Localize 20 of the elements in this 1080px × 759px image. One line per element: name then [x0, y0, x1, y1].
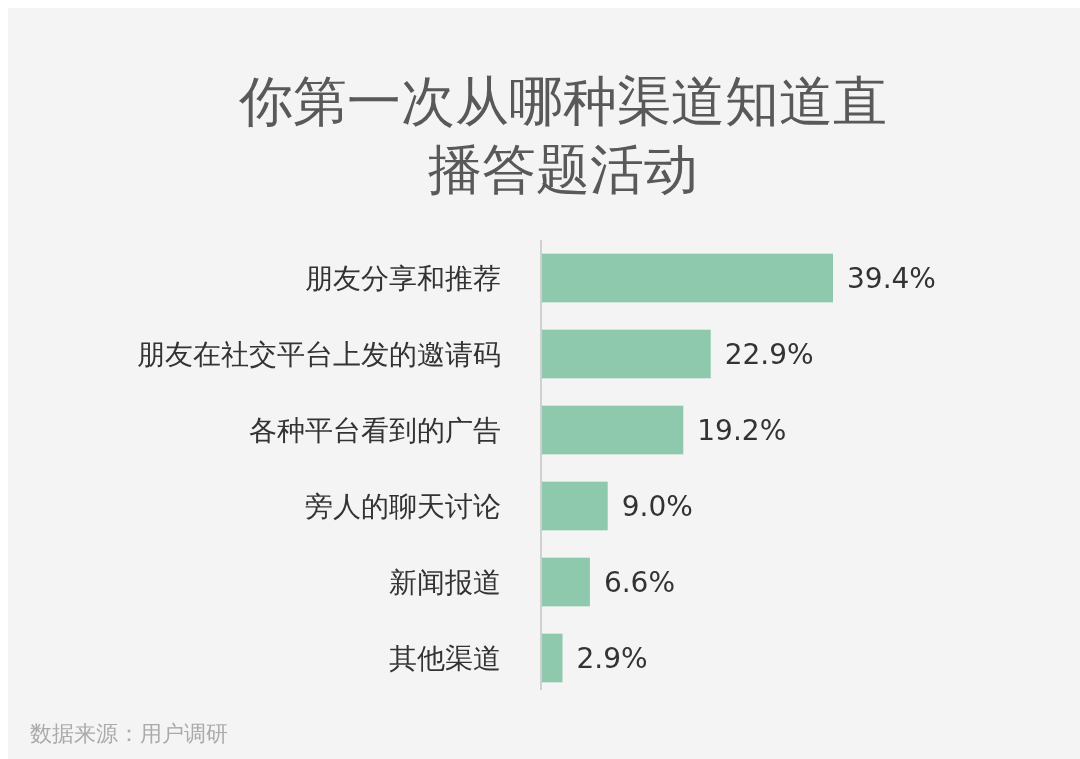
data-label: 2.9%: [576, 642, 648, 676]
data-label: 9.0%: [621, 490, 693, 524]
bar: [541, 329, 711, 379]
data-label: 19.2%: [697, 414, 787, 448]
y-tick-label: 旁人的聊天讨论: [305, 490, 501, 524]
bar: [541, 481, 608, 531]
data-label: 6.6%: [603, 566, 676, 600]
chart-title: 你第一次从哪种渠道知道直播答题活动: [238, 70, 887, 201]
data-label: 39.4%: [847, 262, 936, 296]
data-label: 22.9%: [724, 338, 814, 372]
y-tick-label: 朋友在社交平台上发的邀请码: [137, 338, 501, 372]
bar: [541, 253, 833, 303]
source-note: 数据来源：用户调研: [30, 721, 228, 746]
bar: [541, 405, 684, 455]
y-tick-label: 新闻报道: [389, 566, 501, 600]
bar: [541, 557, 590, 607]
y-tick-label: 朋友分享和推荐: [305, 262, 501, 296]
y-tick-label: 其他渠道: [389, 642, 501, 676]
y-tick-label: 各种平台看到的广告: [249, 414, 501, 448]
bar: [541, 633, 563, 683]
